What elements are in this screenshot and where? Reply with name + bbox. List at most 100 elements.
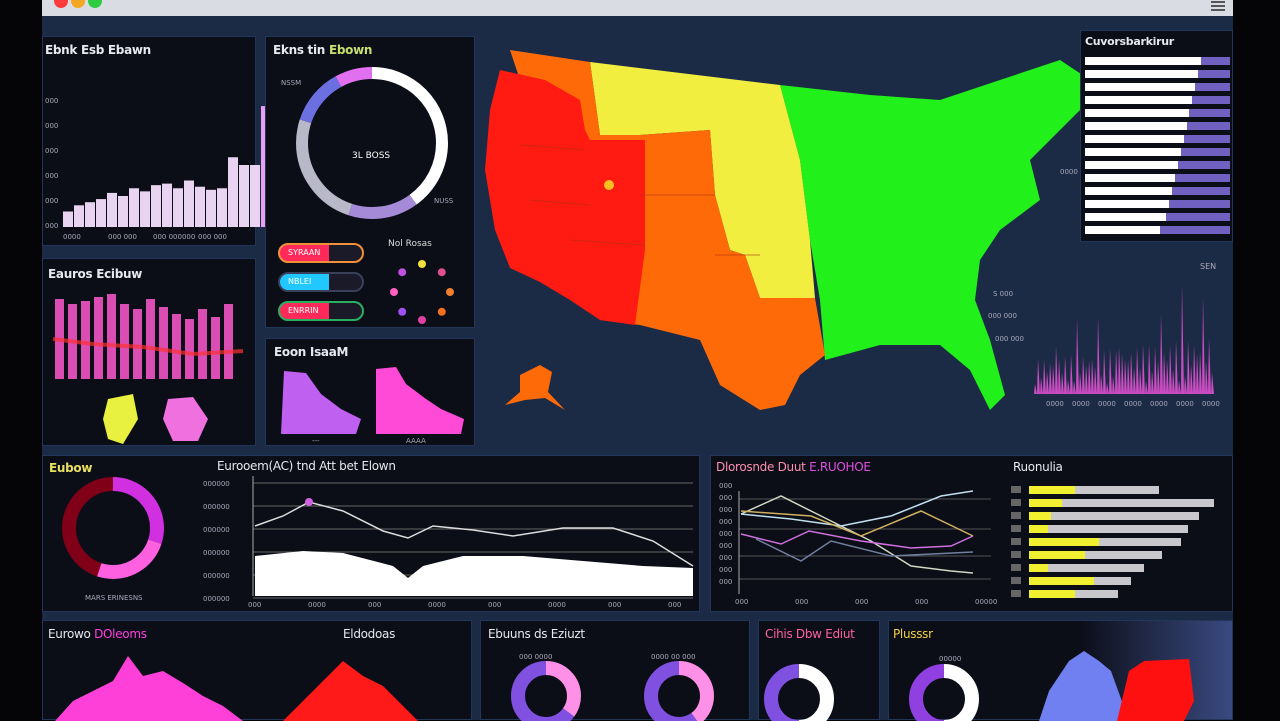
bar: [118, 196, 128, 227]
spike-series: [1034, 284, 1214, 394]
line-series: [740, 490, 974, 527]
x-tick: 0000: [1072, 400, 1090, 408]
x-tick: 000: [488, 601, 502, 609]
hbar-row: [1011, 551, 1216, 559]
region-shape: [376, 367, 464, 434]
bar: [140, 191, 150, 227]
dot: [390, 288, 398, 296]
pink-area: [55, 656, 243, 721]
bar: [81, 301, 90, 379]
x-tick: 000: [368, 601, 382, 609]
y-tick: 000: [719, 494, 733, 502]
donut-segment: [764, 664, 834, 721]
spike-chart-label: SEN: [1200, 262, 1217, 271]
rank-bar: [1085, 213, 1230, 221]
dot: [398, 307, 407, 316]
x-tick: 000 000: [108, 233, 137, 241]
dot: [437, 268, 446, 277]
status-pill[interactable]: SYRAAN: [278, 243, 364, 263]
area-series: [255, 551, 693, 596]
bar: [239, 165, 249, 227]
x-tick: 000: [855, 598, 869, 606]
dot-ring: [390, 260, 454, 324]
rank-bar: [1085, 161, 1230, 169]
bar-chart: [63, 106, 271, 227]
close-button[interactable]: [54, 0, 68, 8]
bar: [107, 192, 117, 227]
rank-bar: [1085, 109, 1230, 117]
donut-center-label: 3L BOSS: [352, 151, 391, 161]
panel-title: Eldodoas: [343, 627, 396, 641]
line-series: [740, 530, 974, 549]
bottom-mixed-panel: Plusssr 00000: [888, 620, 1233, 721]
y-tick: 000: [45, 172, 59, 180]
minimize-button[interactable]: [71, 0, 85, 8]
shapes-panel: Eoon IsaaM --- AAAA: [265, 338, 475, 446]
map-label: 000 000: [995, 335, 1024, 343]
rank-bar: [1085, 200, 1230, 208]
status-pill[interactable]: ENRRIN: [278, 301, 364, 321]
x-tick: 0000: [1202, 400, 1220, 408]
region-shape: [281, 371, 361, 434]
region-shapes: [281, 367, 464, 434]
map-region-east: [780, 60, 1090, 410]
x-tick: 000: [735, 598, 749, 606]
panel-title: Eurooem(AC) tnd Att bet Elown: [217, 459, 396, 473]
bottom-donuts: [511, 661, 714, 721]
x-tick: 0000: [63, 233, 81, 241]
map-label: 000 000: [988, 312, 1017, 320]
map-marker: [604, 180, 614, 190]
y-tick: 000000: [203, 503, 230, 511]
maximize-button[interactable]: [88, 0, 102, 8]
y-tick: 000: [45, 147, 59, 155]
hamburger-icon[interactable]: [1211, 1, 1225, 11]
map-region-alaska: [505, 365, 565, 410]
bar: [185, 319, 194, 379]
x-tick: 000: [795, 598, 809, 606]
bar: [162, 183, 172, 227]
donut-label: 00000: [939, 655, 962, 663]
donut-segment: [296, 67, 448, 219]
donut-label: NUSS: [434, 197, 454, 205]
us-choropleth-map[interactable]: [480, 30, 1100, 430]
x-tick: 0000: [1098, 400, 1116, 408]
status-pill[interactable]: NBLEI: [278, 272, 364, 292]
panel-title: Ebuuns ds Eziuzt: [488, 627, 585, 641]
bar: [74, 205, 84, 227]
x-tick: 00000: [975, 598, 998, 606]
ranking-panel: Cuvorsbarkirur: [1080, 30, 1233, 242]
y-tick: 000: [719, 518, 733, 526]
map-label: 0000: [1060, 168, 1078, 176]
x-tick: 0000: [1046, 400, 1064, 408]
x-tick: 000: [608, 601, 622, 609]
bar: [173, 188, 183, 227]
panel-title: Ekns tin: [273, 43, 326, 57]
pink-bars-panel: Eauros Ecibuw: [42, 258, 256, 446]
y-tick: 000: [719, 578, 733, 586]
y-tick: 000000: [203, 526, 230, 534]
bottom-area-charts: [55, 656, 418, 721]
pink-blob: [163, 397, 208, 441]
donut-label: 000 0000: [519, 653, 553, 661]
bar: [224, 304, 233, 379]
line-series: [740, 495, 974, 574]
hbar-row: [1011, 577, 1216, 585]
x-tick: 000 000000: [153, 233, 196, 241]
y-tick: 000: [45, 197, 59, 205]
rank-bar: [1085, 226, 1230, 234]
hbar-row: [1011, 564, 1216, 572]
bar: [198, 309, 207, 379]
bar: [63, 211, 73, 227]
donut-segment: [511, 661, 581, 721]
highlight-point: [305, 498, 313, 506]
x-tick: 000: [915, 598, 929, 606]
y-tick: 000: [45, 122, 59, 130]
y-tick: 000000: [203, 480, 230, 488]
line-series: [740, 510, 974, 537]
y-tick: 000: [719, 482, 733, 490]
donut-caption: MARS ERINESNS: [85, 594, 143, 602]
map-region-plains: [590, 62, 815, 298]
x-tick: 0000: [548, 601, 566, 609]
dot: [418, 260, 426, 268]
x-tick: 0000: [1176, 400, 1194, 408]
